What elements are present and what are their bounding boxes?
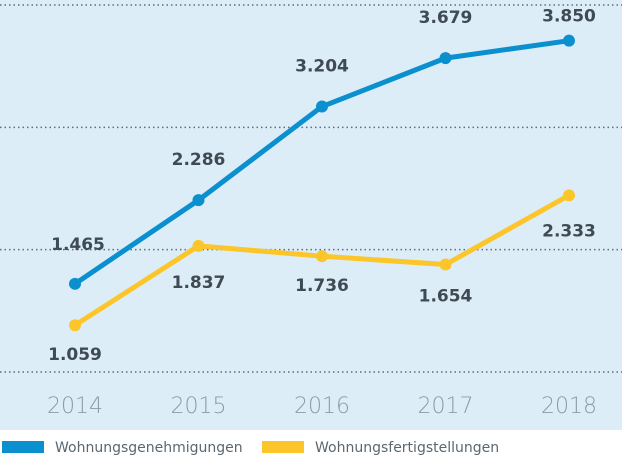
data-label: 3.204 <box>295 57 349 77</box>
data-label: 3.850 <box>542 7 596 27</box>
data-point <box>439 258 452 271</box>
x-tick-label: 2016 <box>294 394 350 419</box>
data-label: 2.333 <box>542 221 596 241</box>
data-point <box>439 52 452 65</box>
legend-label: Wohnungsgenehmigungen <box>55 440 243 456</box>
data-point <box>69 319 81 332</box>
data-label: 1.837 <box>172 273 226 293</box>
data-point <box>563 34 575 47</box>
data-point <box>563 189 575 202</box>
legend-label: Wohnungsfertigstellungen <box>315 440 499 456</box>
legend-swatch <box>2 441 44 453</box>
x-tick-label: 2014 <box>47 394 103 419</box>
data-label: 1.465 <box>51 235 105 255</box>
plot-background <box>0 0 622 430</box>
x-tick-label: 2018 <box>541 394 597 419</box>
data-label: 1.736 <box>295 276 349 296</box>
data-label: 1.654 <box>419 287 473 307</box>
legend-swatch <box>262 441 304 453</box>
data-label: 3.679 <box>419 8 473 28</box>
data-point <box>192 239 205 252</box>
x-tick-label: 2015 <box>171 394 227 419</box>
data-label: 1.059 <box>48 345 102 365</box>
x-tick-label: 2017 <box>418 394 474 419</box>
data-point <box>316 100 328 113</box>
data-point <box>192 194 205 207</box>
data-point <box>316 250 328 263</box>
data-label: 2.286 <box>172 150 226 170</box>
data-point <box>69 277 81 290</box>
